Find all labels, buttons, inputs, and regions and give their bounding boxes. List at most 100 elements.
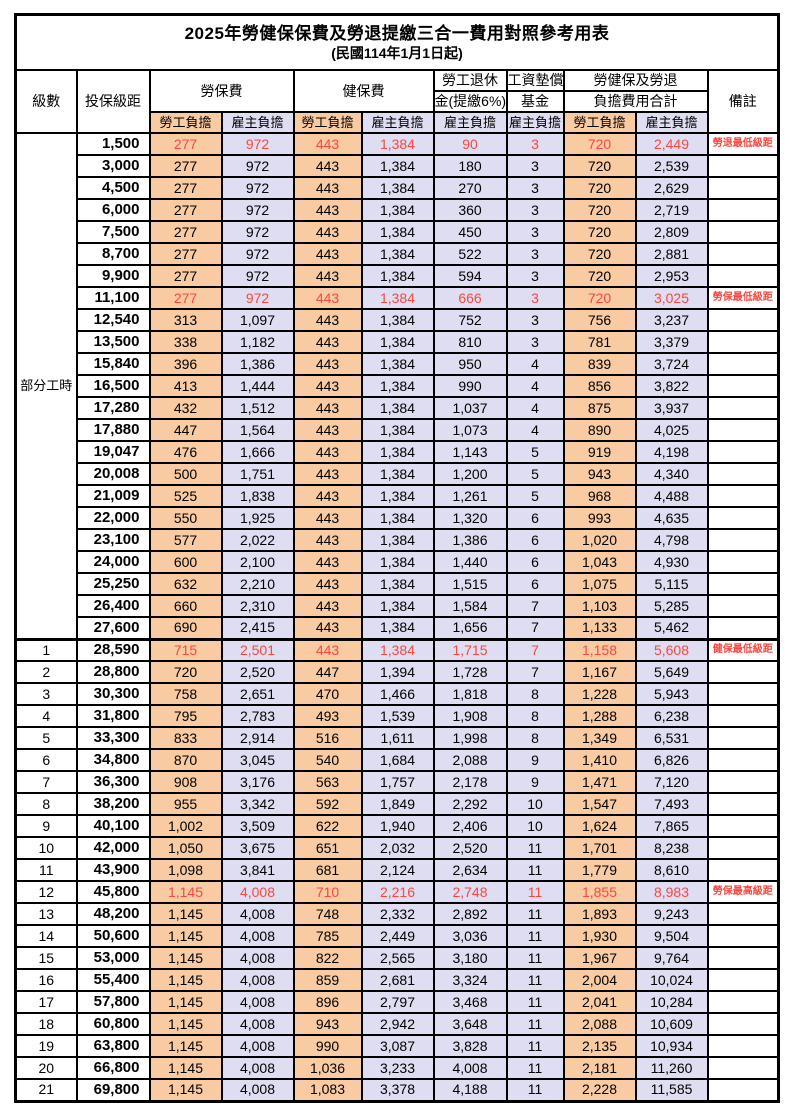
insured-bracket-cell: 11,100 bbox=[75, 286, 151, 310]
total-employee-cell: 2,228 bbox=[562, 1078, 637, 1102]
labor-insurance-employer-cell: 4,008 bbox=[220, 1034, 295, 1058]
labor-insurance-employer-cell: 972 bbox=[220, 286, 295, 310]
labor-insurance-employee-cell: 476 bbox=[148, 440, 223, 464]
pension-employer-cell: 90 bbox=[432, 132, 508, 156]
pension-employer-cell: 3,648 bbox=[432, 1012, 508, 1036]
labor-insurance-employer-cell: 2,651 bbox=[220, 682, 295, 706]
health-insurance-employer-cell: 2,449 bbox=[360, 924, 435, 948]
wage-fund-employer-cell: 8 bbox=[505, 682, 565, 706]
total-employee-cell: 756 bbox=[562, 308, 637, 332]
labor-insurance-employee-cell: 277 bbox=[148, 264, 223, 288]
health-insurance-employer-cell: 1,384 bbox=[360, 462, 435, 486]
insured-bracket-cell: 25,250 bbox=[75, 572, 151, 596]
table-row: 16 55,400 1,145 4,008 859 2,681 3,324 11 2,004 10… bbox=[14, 968, 780, 992]
health-insurance-employee-cell: 443 bbox=[292, 308, 363, 332]
health-insurance-employer-cell: 3,233 bbox=[360, 1056, 435, 1080]
page-subtitle: (民國114年1月1日起) bbox=[331, 44, 463, 61]
health-insurance-employee-cell: 443 bbox=[292, 396, 363, 420]
insured-bracket-cell: 21,009 bbox=[75, 484, 151, 508]
remark-cell bbox=[706, 968, 780, 992]
health-insurance-employee-cell: 443 bbox=[292, 440, 363, 464]
labor-insurance-employer-cell: 4,008 bbox=[220, 1012, 295, 1036]
health-insurance-employer-cell: 1,384 bbox=[360, 330, 435, 354]
remark-cell bbox=[706, 374, 780, 398]
pension-employer-cell: 2,178 bbox=[432, 770, 508, 794]
remark-cell bbox=[706, 154, 780, 178]
insured-bracket-cell: 13,500 bbox=[75, 330, 151, 354]
table-row: 23,100 577 2,022 443 1,384 1,386 6 1,020 4,798 bbox=[16, 528, 780, 552]
total-employee-cell: 875 bbox=[562, 396, 637, 420]
health-insurance-employee-cell: 443 bbox=[292, 506, 363, 530]
table-row: 19,047 476 1,666 443 1,384 1,143 5 919 4,198 bbox=[16, 440, 780, 464]
subheader-pension-employer: 雇主負擔 bbox=[432, 111, 508, 134]
insured-bracket-cell: 24,000 bbox=[75, 550, 151, 574]
health-insurance-employer-cell: 2,332 bbox=[360, 902, 435, 926]
remark-cell bbox=[706, 660, 780, 684]
level-cell: 19 bbox=[14, 1034, 78, 1058]
wage-fund-employer-cell: 4 bbox=[505, 418, 565, 442]
labor-insurance-employee-cell: 277 bbox=[148, 132, 223, 156]
wage-fund-employer-cell: 3 bbox=[505, 264, 565, 288]
labor-insurance-employee-cell: 690 bbox=[148, 616, 223, 640]
labor-insurance-employee-cell: 660 bbox=[148, 594, 223, 618]
header-pension-line2: 金(提繳6%) bbox=[432, 90, 508, 113]
wage-fund-employer-cell: 11 bbox=[505, 1012, 565, 1036]
health-insurance-employee-cell: 540 bbox=[292, 748, 363, 772]
insured-bracket-cell: 40,100 bbox=[75, 814, 151, 838]
remark-cell bbox=[706, 264, 780, 288]
remark-cell bbox=[706, 176, 780, 200]
health-insurance-employee-cell: 443 bbox=[292, 374, 363, 398]
wage-fund-employer-cell: 11 bbox=[505, 880, 565, 904]
level-cell: 4 bbox=[14, 704, 78, 728]
health-insurance-employer-cell: 1,384 bbox=[360, 132, 435, 156]
health-insurance-employer-cell: 1,384 bbox=[360, 264, 435, 288]
table-row: 18 60,800 1,145 4,008 943 2,942 3,648 11 2,088 10… bbox=[14, 1012, 780, 1036]
wage-fund-employer-cell: 6 bbox=[505, 550, 565, 574]
pension-employer-cell: 1,261 bbox=[432, 484, 508, 508]
labor-insurance-employee-cell: 338 bbox=[148, 330, 223, 354]
wage-fund-employer-cell: 9 bbox=[505, 748, 565, 772]
part-time-group-label: 部分工時 bbox=[14, 132, 78, 640]
table-row: 4,500 277 972 443 1,384 270 3 720 2,629 bbox=[16, 176, 780, 200]
health-insurance-employer-cell: 3,087 bbox=[360, 1034, 435, 1058]
remark-cell bbox=[706, 1078, 780, 1102]
pension-employer-cell: 2,892 bbox=[432, 902, 508, 926]
remark-cell bbox=[706, 726, 780, 750]
total-employee-cell: 1,075 bbox=[562, 572, 637, 596]
health-insurance-employee-cell: 443 bbox=[292, 264, 363, 288]
health-insurance-employee-cell: 443 bbox=[292, 352, 363, 376]
total-employer-cell: 11,260 bbox=[634, 1056, 709, 1080]
insured-bracket-cell: 19,047 bbox=[75, 440, 151, 464]
labor-insurance-employer-cell: 1,512 bbox=[220, 396, 295, 420]
table-row: 15,840 396 1,386 443 1,384 950 4 839 3,724 bbox=[16, 352, 780, 376]
wage-fund-employer-cell: 5 bbox=[505, 484, 565, 508]
insured-bracket-cell: 43,900 bbox=[75, 858, 151, 882]
health-insurance-employer-cell: 1,384 bbox=[360, 176, 435, 200]
total-employer-cell: 9,243 bbox=[634, 902, 709, 926]
labor-insurance-employee-cell: 277 bbox=[148, 176, 223, 200]
total-employee-cell: 919 bbox=[562, 440, 637, 464]
header-total-line2: 負擔費用合計 bbox=[562, 90, 709, 113]
health-insurance-employee-cell: 443 bbox=[292, 154, 363, 178]
table-row: 21 69,800 1,145 4,008 1,083 3,378 4,188 11 2,228… bbox=[14, 1078, 780, 1102]
header-total-line1: 勞健保及勞退 bbox=[562, 69, 709, 92]
total-employer-cell: 3,379 bbox=[634, 330, 709, 354]
table-row: 8,700 277 972 443 1,384 522 3 720 2,881 bbox=[16, 242, 780, 266]
table-row: 2 28,800 720 2,520 447 1,394 1,728 7 1,167 5,649 bbox=[14, 660, 780, 684]
health-insurance-employee-cell: 443 bbox=[292, 286, 363, 310]
remark-cell bbox=[706, 814, 780, 838]
health-insurance-employee-cell: 990 bbox=[292, 1034, 363, 1058]
health-insurance-employer-cell: 1,384 bbox=[360, 506, 435, 530]
table-row: 19 63,800 1,145 4,008 990 3,087 3,828 11 2,135 10… bbox=[14, 1034, 780, 1058]
labor-insurance-employee-cell: 955 bbox=[148, 792, 223, 816]
total-employer-cell: 4,025 bbox=[634, 418, 709, 442]
health-insurance-employer-cell: 1,394 bbox=[360, 660, 435, 684]
health-insurance-employer-cell: 2,124 bbox=[360, 858, 435, 882]
health-insurance-employee-cell: 622 bbox=[292, 814, 363, 838]
remark-cell bbox=[706, 748, 780, 772]
table-row: 14 50,600 1,145 4,008 785 2,449 3,036 11 1,930 9,… bbox=[14, 924, 780, 948]
total-employer-cell: 4,635 bbox=[634, 506, 709, 530]
wage-fund-employer-cell: 11 bbox=[505, 990, 565, 1014]
total-employee-cell: 2,004 bbox=[562, 968, 637, 992]
